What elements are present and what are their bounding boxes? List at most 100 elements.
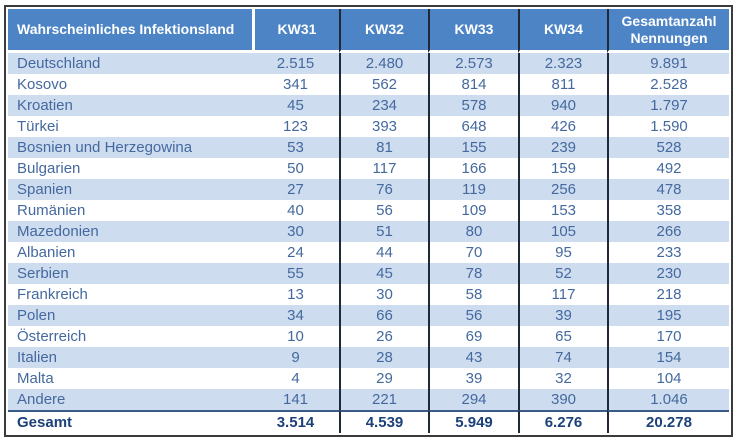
- value-cell: 117: [339, 158, 428, 179]
- table-row: Bosnien und Herzegowina 53 81 155 239 528: [8, 137, 729, 158]
- value-cell: 29: [339, 368, 428, 389]
- value-cell: 39: [428, 368, 518, 389]
- value-cell: 66: [339, 305, 428, 326]
- value-cell: 221: [339, 389, 428, 410]
- value-cell: 43: [428, 347, 518, 368]
- value-cell: 30: [252, 221, 339, 242]
- value-cell: 104: [607, 368, 729, 389]
- col-header-total: Gesamtanzahl Nennungen: [607, 9, 729, 53]
- value-cell: 76: [339, 179, 428, 200]
- country-cell: Österreich: [8, 326, 252, 347]
- value-cell: 69: [428, 326, 518, 347]
- value-cell: 648: [428, 116, 518, 137]
- country-cell: Bosnien und Herzegowina: [8, 137, 252, 158]
- value-cell: 266: [607, 221, 729, 242]
- col-header-country: Wahrscheinliches Infektionsland: [8, 9, 252, 53]
- value-cell: 52: [518, 263, 607, 284]
- total-value-cell: 20.278: [607, 410, 729, 433]
- value-cell: 1.797: [607, 95, 729, 116]
- value-cell: 40: [252, 200, 339, 221]
- table-row: Spanien 27 76 119 256 478: [8, 179, 729, 200]
- value-cell: 78: [428, 263, 518, 284]
- table-row: Mazedonien 30 51 80 105 266: [8, 221, 729, 242]
- value-cell: 70: [428, 242, 518, 263]
- table-row: Deutschland 2.515 2.480 2.573 2.323 9.891: [8, 53, 729, 74]
- value-cell: 58: [428, 284, 518, 305]
- table-row: Rumänien 40 56 109 153 358: [8, 200, 729, 221]
- value-cell: 528: [607, 137, 729, 158]
- value-cell: 166: [428, 158, 518, 179]
- col-header-kw32: KW32: [339, 9, 428, 53]
- value-cell: 28: [339, 347, 428, 368]
- value-cell: 2.515: [252, 53, 339, 74]
- value-cell: 358: [607, 200, 729, 221]
- value-cell: 233: [607, 242, 729, 263]
- value-cell: 940: [518, 95, 607, 116]
- value-cell: 44: [339, 242, 428, 263]
- value-cell: 105: [518, 221, 607, 242]
- table-body: Deutschland 2.515 2.480 2.573 2.323 9.891 Koso…: [8, 53, 729, 433]
- table-row: Österreich 10 26 69 65 170: [8, 326, 729, 347]
- value-cell: 341: [252, 74, 339, 95]
- country-cell: Malta: [8, 368, 252, 389]
- value-cell: 80: [428, 221, 518, 242]
- value-cell: 32: [518, 368, 607, 389]
- country-cell: Italien: [8, 347, 252, 368]
- country-cell: Türkei: [8, 116, 252, 137]
- value-cell: 65: [518, 326, 607, 347]
- total-row: Gesamt 3.514 4.539 5.949 6.276 20.278: [8, 410, 729, 433]
- value-cell: 195: [607, 305, 729, 326]
- table-row: Polen 34 66 56 39 195: [8, 305, 729, 326]
- value-cell: 119: [428, 179, 518, 200]
- value-cell: 50: [252, 158, 339, 179]
- col-header-kw34: KW34: [518, 9, 607, 53]
- country-cell: Rumänien: [8, 200, 252, 221]
- country-cell: Deutschland: [8, 53, 252, 74]
- total-value-cell: 3.514: [252, 410, 339, 433]
- country-cell: Spanien: [8, 179, 252, 200]
- value-cell: 55: [252, 263, 339, 284]
- table-row: Serbien 55 45 78 52 230: [8, 263, 729, 284]
- value-cell: 155: [428, 137, 518, 158]
- value-cell: 26: [339, 326, 428, 347]
- value-cell: 34: [252, 305, 339, 326]
- value-cell: 30: [339, 284, 428, 305]
- header-row: Wahrscheinliches Infektionsland KW31 KW3…: [8, 9, 729, 53]
- value-cell: 153: [518, 200, 607, 221]
- country-cell: Bulgarien: [8, 158, 252, 179]
- value-cell: 256: [518, 179, 607, 200]
- value-cell: 811: [518, 74, 607, 95]
- total-value-cell: 6.276: [518, 410, 607, 433]
- col-header-kw31: KW31: [252, 9, 339, 53]
- table-row: Malta 4 29 39 32 104: [8, 368, 729, 389]
- value-cell: 109: [428, 200, 518, 221]
- col-header-kw33: KW33: [428, 9, 518, 53]
- value-cell: 45: [252, 95, 339, 116]
- value-cell: 562: [339, 74, 428, 95]
- value-cell: 2.528: [607, 74, 729, 95]
- value-cell: 53: [252, 137, 339, 158]
- value-cell: 159: [518, 158, 607, 179]
- value-cell: 117: [518, 284, 607, 305]
- value-cell: 154: [607, 347, 729, 368]
- table-row: Kosovo 341 562 814 811 2.528: [8, 74, 729, 95]
- country-cell: Kroatien: [8, 95, 252, 116]
- total-value-cell: 4.539: [339, 410, 428, 433]
- value-cell: 51: [339, 221, 428, 242]
- total-value-cell: 5.949: [428, 410, 518, 433]
- value-cell: 814: [428, 74, 518, 95]
- table-row: Albanien 24 44 70 95 233: [8, 242, 729, 263]
- value-cell: 170: [607, 326, 729, 347]
- value-cell: 56: [339, 200, 428, 221]
- value-cell: 9: [252, 347, 339, 368]
- value-cell: 45: [339, 263, 428, 284]
- value-cell: 39: [518, 305, 607, 326]
- country-cell: Kosovo: [8, 74, 252, 95]
- table-header: Wahrscheinliches Infektionsland KW31 KW3…: [8, 9, 729, 53]
- value-cell: 390: [518, 389, 607, 410]
- value-cell: 218: [607, 284, 729, 305]
- value-cell: 393: [339, 116, 428, 137]
- value-cell: 9.891: [607, 53, 729, 74]
- table-row: Italien 9 28 43 74 154: [8, 347, 729, 368]
- value-cell: 1.046: [607, 389, 729, 410]
